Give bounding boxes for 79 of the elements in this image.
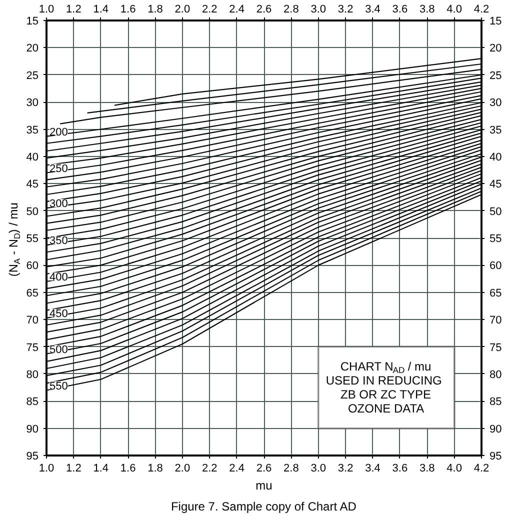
- x-tick-label: 3.4: [365, 4, 380, 16]
- y-tick-label: 15: [26, 16, 39, 28]
- y2-tick-label: 80: [490, 368, 502, 381]
- y2-tick-label: 65: [490, 287, 502, 300]
- x-tick-label: 3.2: [338, 4, 354, 16]
- x2-tick-label: 1.6: [120, 462, 136, 474]
- y2-tick-label: 95: [490, 450, 502, 462]
- y-tick-label: 35: [26, 124, 39, 136]
- series-label: 200: [50, 126, 68, 138]
- y-tick-label: 55: [26, 233, 39, 245]
- series-label: 400: [50, 272, 68, 284]
- y2-tick-label: 55: [490, 233, 502, 245]
- x2-tick-label: 3.2: [338, 462, 354, 474]
- y-tick-label: 25: [26, 70, 39, 82]
- x-tick-label: 2.6: [256, 4, 272, 16]
- x2-tick-label: 4.2: [474, 462, 490, 474]
- x2-tick-label: 2.4: [229, 462, 244, 474]
- y2-tick-label: 90: [490, 423, 502, 436]
- series-label: 550: [50, 380, 68, 392]
- x2-tick-label: 1.2: [66, 462, 82, 474]
- y2-tick-label: 45: [490, 178, 502, 191]
- y2-tick-label: 20: [490, 42, 502, 55]
- x2-tick-label: 1.0: [38, 462, 54, 474]
- x2-tick-label: 2.8: [284, 462, 299, 474]
- x-tick-label: 1.0: [38, 4, 54, 16]
- y2-tick-label: 30: [490, 97, 502, 110]
- y2-tick-label: 25: [490, 70, 502, 82]
- x-tick-label: 2.2: [202, 4, 218, 16]
- x-tick-label: 3.6: [392, 4, 408, 16]
- y2-tick-label: 15: [490, 16, 502, 28]
- y-tick-label: 65: [26, 287, 39, 300]
- x-tick-label: 1.2: [66, 4, 82, 16]
- y-tick-label: 75: [26, 342, 39, 354]
- x-tick-label: 3.8: [419, 4, 435, 16]
- x2-tick-label: 3.8: [419, 462, 435, 474]
- x-tick-label: 4.2: [474, 4, 490, 16]
- series-label: 450: [50, 308, 68, 320]
- x-tick-label: 1.8: [148, 4, 163, 16]
- x-tick-label: 2.4: [229, 4, 244, 16]
- series-label: 250: [50, 162, 68, 175]
- y-tick-label: 85: [26, 396, 39, 408]
- series-label: 500: [50, 344, 68, 356]
- y-tick-label: 45: [26, 178, 39, 191]
- x2-tick-label: 1.8: [148, 462, 163, 474]
- y2-tick-label: 50: [490, 206, 502, 218]
- x2-tick-label: 3.6: [392, 462, 408, 474]
- y-tick-label: 70: [26, 314, 39, 327]
- y2-tick-label: 75: [490, 342, 502, 354]
- x-axis-title: mu: [256, 478, 272, 492]
- x-tick-label: 2.8: [284, 4, 299, 16]
- y2-tick-label: 60: [490, 260, 502, 272]
- y-tick-label: 90: [26, 423, 39, 436]
- x2-tick-label: 3.4: [365, 462, 380, 474]
- x-tick-label: 1.6: [120, 4, 136, 16]
- x2-tick-label: 2.6: [256, 462, 272, 474]
- x2-tick-label: 2.2: [202, 462, 218, 474]
- y-axis-title: (NA - ND) / mu: [6, 202, 22, 277]
- x2-tick-label: 1.4: [93, 462, 109, 474]
- y-tick-label: 95: [26, 450, 39, 462]
- x-tick-label: 2.0: [174, 4, 190, 16]
- y-tick-label: 20: [26, 42, 39, 55]
- y-tick-label: 60: [26, 260, 39, 272]
- y-tick-label: 40: [26, 151, 39, 164]
- x-tick-label: 3.0: [310, 4, 326, 16]
- y2-tick-label: 85: [490, 396, 502, 408]
- y2-tick-label: 70: [490, 314, 502, 327]
- y2-tick-label: 40: [490, 151, 502, 164]
- series-label: 350: [50, 235, 68, 248]
- x2-tick-label: 3.0: [310, 462, 326, 474]
- series-label: 300: [50, 198, 68, 210]
- x2-tick-label: 4.0: [446, 462, 462, 474]
- x-tick-label: 4.0: [446, 4, 462, 16]
- y-tick-label: 30: [26, 97, 39, 110]
- text: Figure 7. Sample copy of Chart AD: [170, 500, 357, 514]
- y-tick-label: 50: [26, 206, 39, 218]
- x2-tick-label: 2.0: [174, 462, 190, 474]
- y-tick-label: 80: [26, 368, 39, 381]
- x-tick-label: 1.4: [93, 4, 109, 16]
- y2-tick-label: 35: [490, 124, 502, 136]
